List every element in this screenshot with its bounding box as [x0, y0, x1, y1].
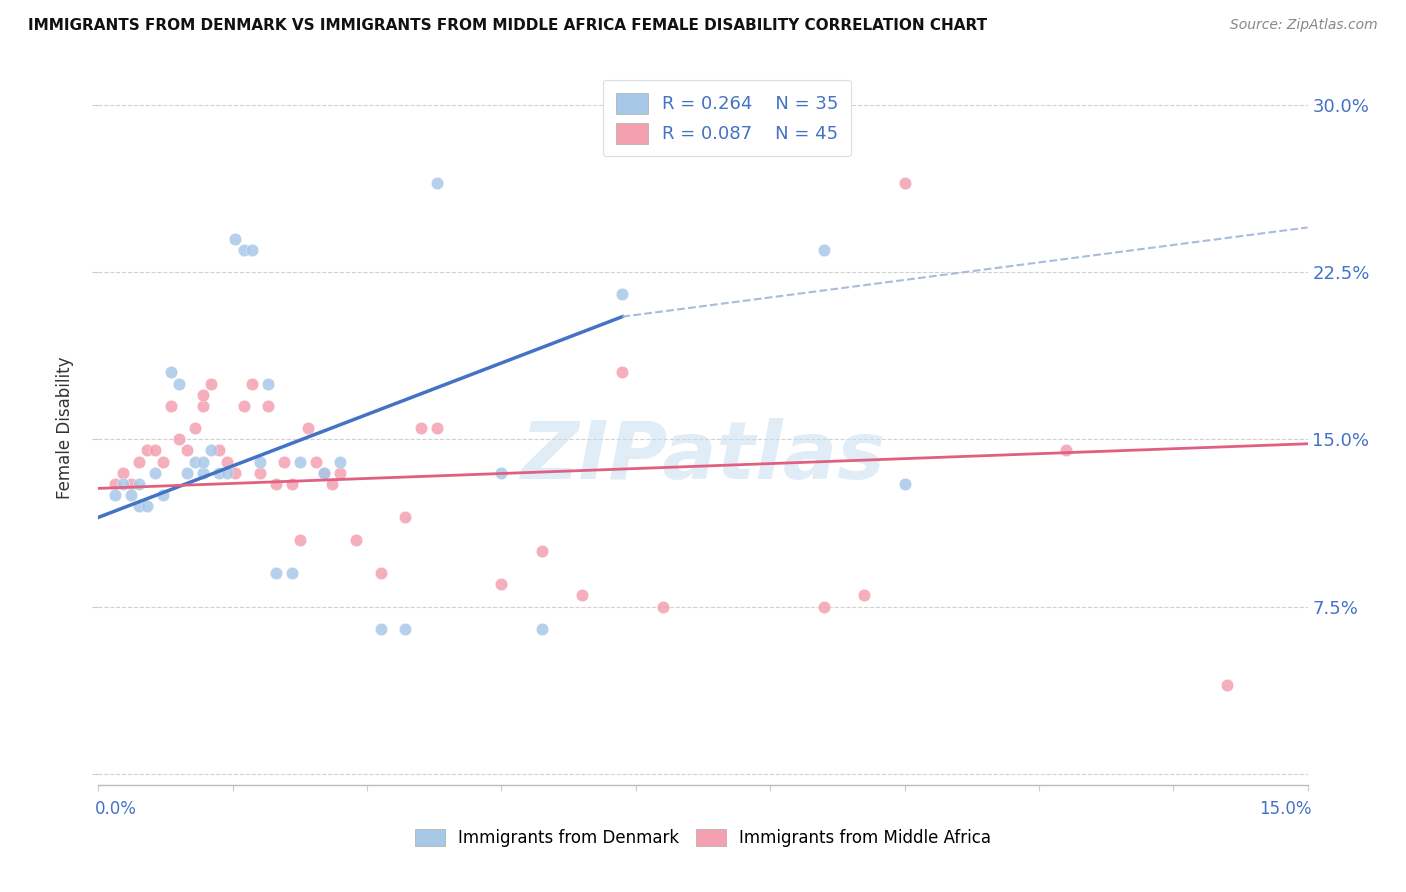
Point: [232, 399, 254, 413]
Point: [176, 443, 198, 458]
Point: [314, 466, 336, 480]
Point: [273, 454, 295, 469]
Point: [152, 454, 174, 469]
Point: [281, 476, 304, 491]
Point: [264, 566, 287, 581]
Point: [232, 243, 254, 257]
Point: [200, 443, 222, 458]
Point: [103, 476, 125, 491]
Point: [193, 399, 215, 413]
Point: [394, 622, 416, 636]
Point: [305, 454, 328, 469]
Point: [224, 466, 246, 480]
Point: [394, 510, 416, 524]
Point: [208, 443, 231, 458]
Point: [128, 476, 150, 491]
Point: [491, 466, 513, 480]
Point: [167, 376, 190, 391]
Point: [288, 454, 311, 469]
Point: [1216, 678, 1239, 692]
Point: [135, 500, 157, 514]
Point: [167, 433, 190, 447]
Point: [120, 476, 142, 491]
Point: [152, 488, 174, 502]
Point: [813, 243, 835, 257]
Point: [426, 421, 449, 435]
Point: [111, 466, 134, 480]
Text: Source: ZipAtlas.com: Source: ZipAtlas.com: [1230, 18, 1378, 32]
Point: [571, 589, 593, 603]
Point: [264, 476, 287, 491]
Point: [135, 443, 157, 458]
Point: [530, 622, 553, 636]
Point: [612, 287, 634, 301]
Point: [111, 476, 134, 491]
Point: [370, 566, 392, 581]
Point: [160, 366, 183, 380]
Point: [103, 488, 125, 502]
Point: [184, 454, 207, 469]
Point: [160, 399, 183, 413]
Point: [249, 454, 271, 469]
Point: [297, 421, 319, 435]
Point: [200, 376, 222, 391]
Point: [193, 466, 215, 480]
Point: [329, 466, 352, 480]
Point: [893, 476, 915, 491]
Legend: Immigrants from Denmark, Immigrants from Middle Africa: Immigrants from Denmark, Immigrants from…: [406, 821, 1000, 855]
Point: [256, 376, 278, 391]
Point: [321, 476, 343, 491]
Y-axis label: Female Disability: Female Disability: [56, 357, 75, 500]
Point: [224, 232, 246, 246]
Point: [329, 454, 352, 469]
Point: [893, 176, 915, 190]
Point: [193, 387, 215, 401]
Point: [344, 533, 367, 547]
Point: [143, 443, 166, 458]
Point: [651, 599, 673, 614]
Point: [426, 176, 449, 190]
Point: [176, 466, 198, 480]
Text: 0.0%: 0.0%: [94, 799, 136, 817]
Point: [281, 566, 304, 581]
Point: [314, 466, 336, 480]
Point: [240, 243, 263, 257]
Point: [370, 622, 392, 636]
Point: [256, 399, 278, 413]
Point: [530, 543, 553, 558]
Point: [217, 454, 239, 469]
Text: 15.0%: 15.0%: [1258, 799, 1312, 817]
Point: [853, 589, 876, 603]
Point: [193, 454, 215, 469]
Point: [128, 500, 150, 514]
Point: [813, 599, 835, 614]
Text: IMMIGRANTS FROM DENMARK VS IMMIGRANTS FROM MIDDLE AFRICA FEMALE DISABILITY CORRE: IMMIGRANTS FROM DENMARK VS IMMIGRANTS FR…: [28, 18, 987, 33]
Point: [143, 466, 166, 480]
Point: [208, 466, 231, 480]
Point: [184, 421, 207, 435]
Point: [612, 366, 634, 380]
Point: [120, 488, 142, 502]
Text: ZIPatlas: ZIPatlas: [520, 417, 886, 496]
Point: [491, 577, 513, 591]
Point: [128, 454, 150, 469]
Point: [1054, 443, 1077, 458]
Point: [240, 376, 263, 391]
Point: [409, 421, 432, 435]
Point: [217, 466, 239, 480]
Point: [249, 466, 271, 480]
Point: [288, 533, 311, 547]
